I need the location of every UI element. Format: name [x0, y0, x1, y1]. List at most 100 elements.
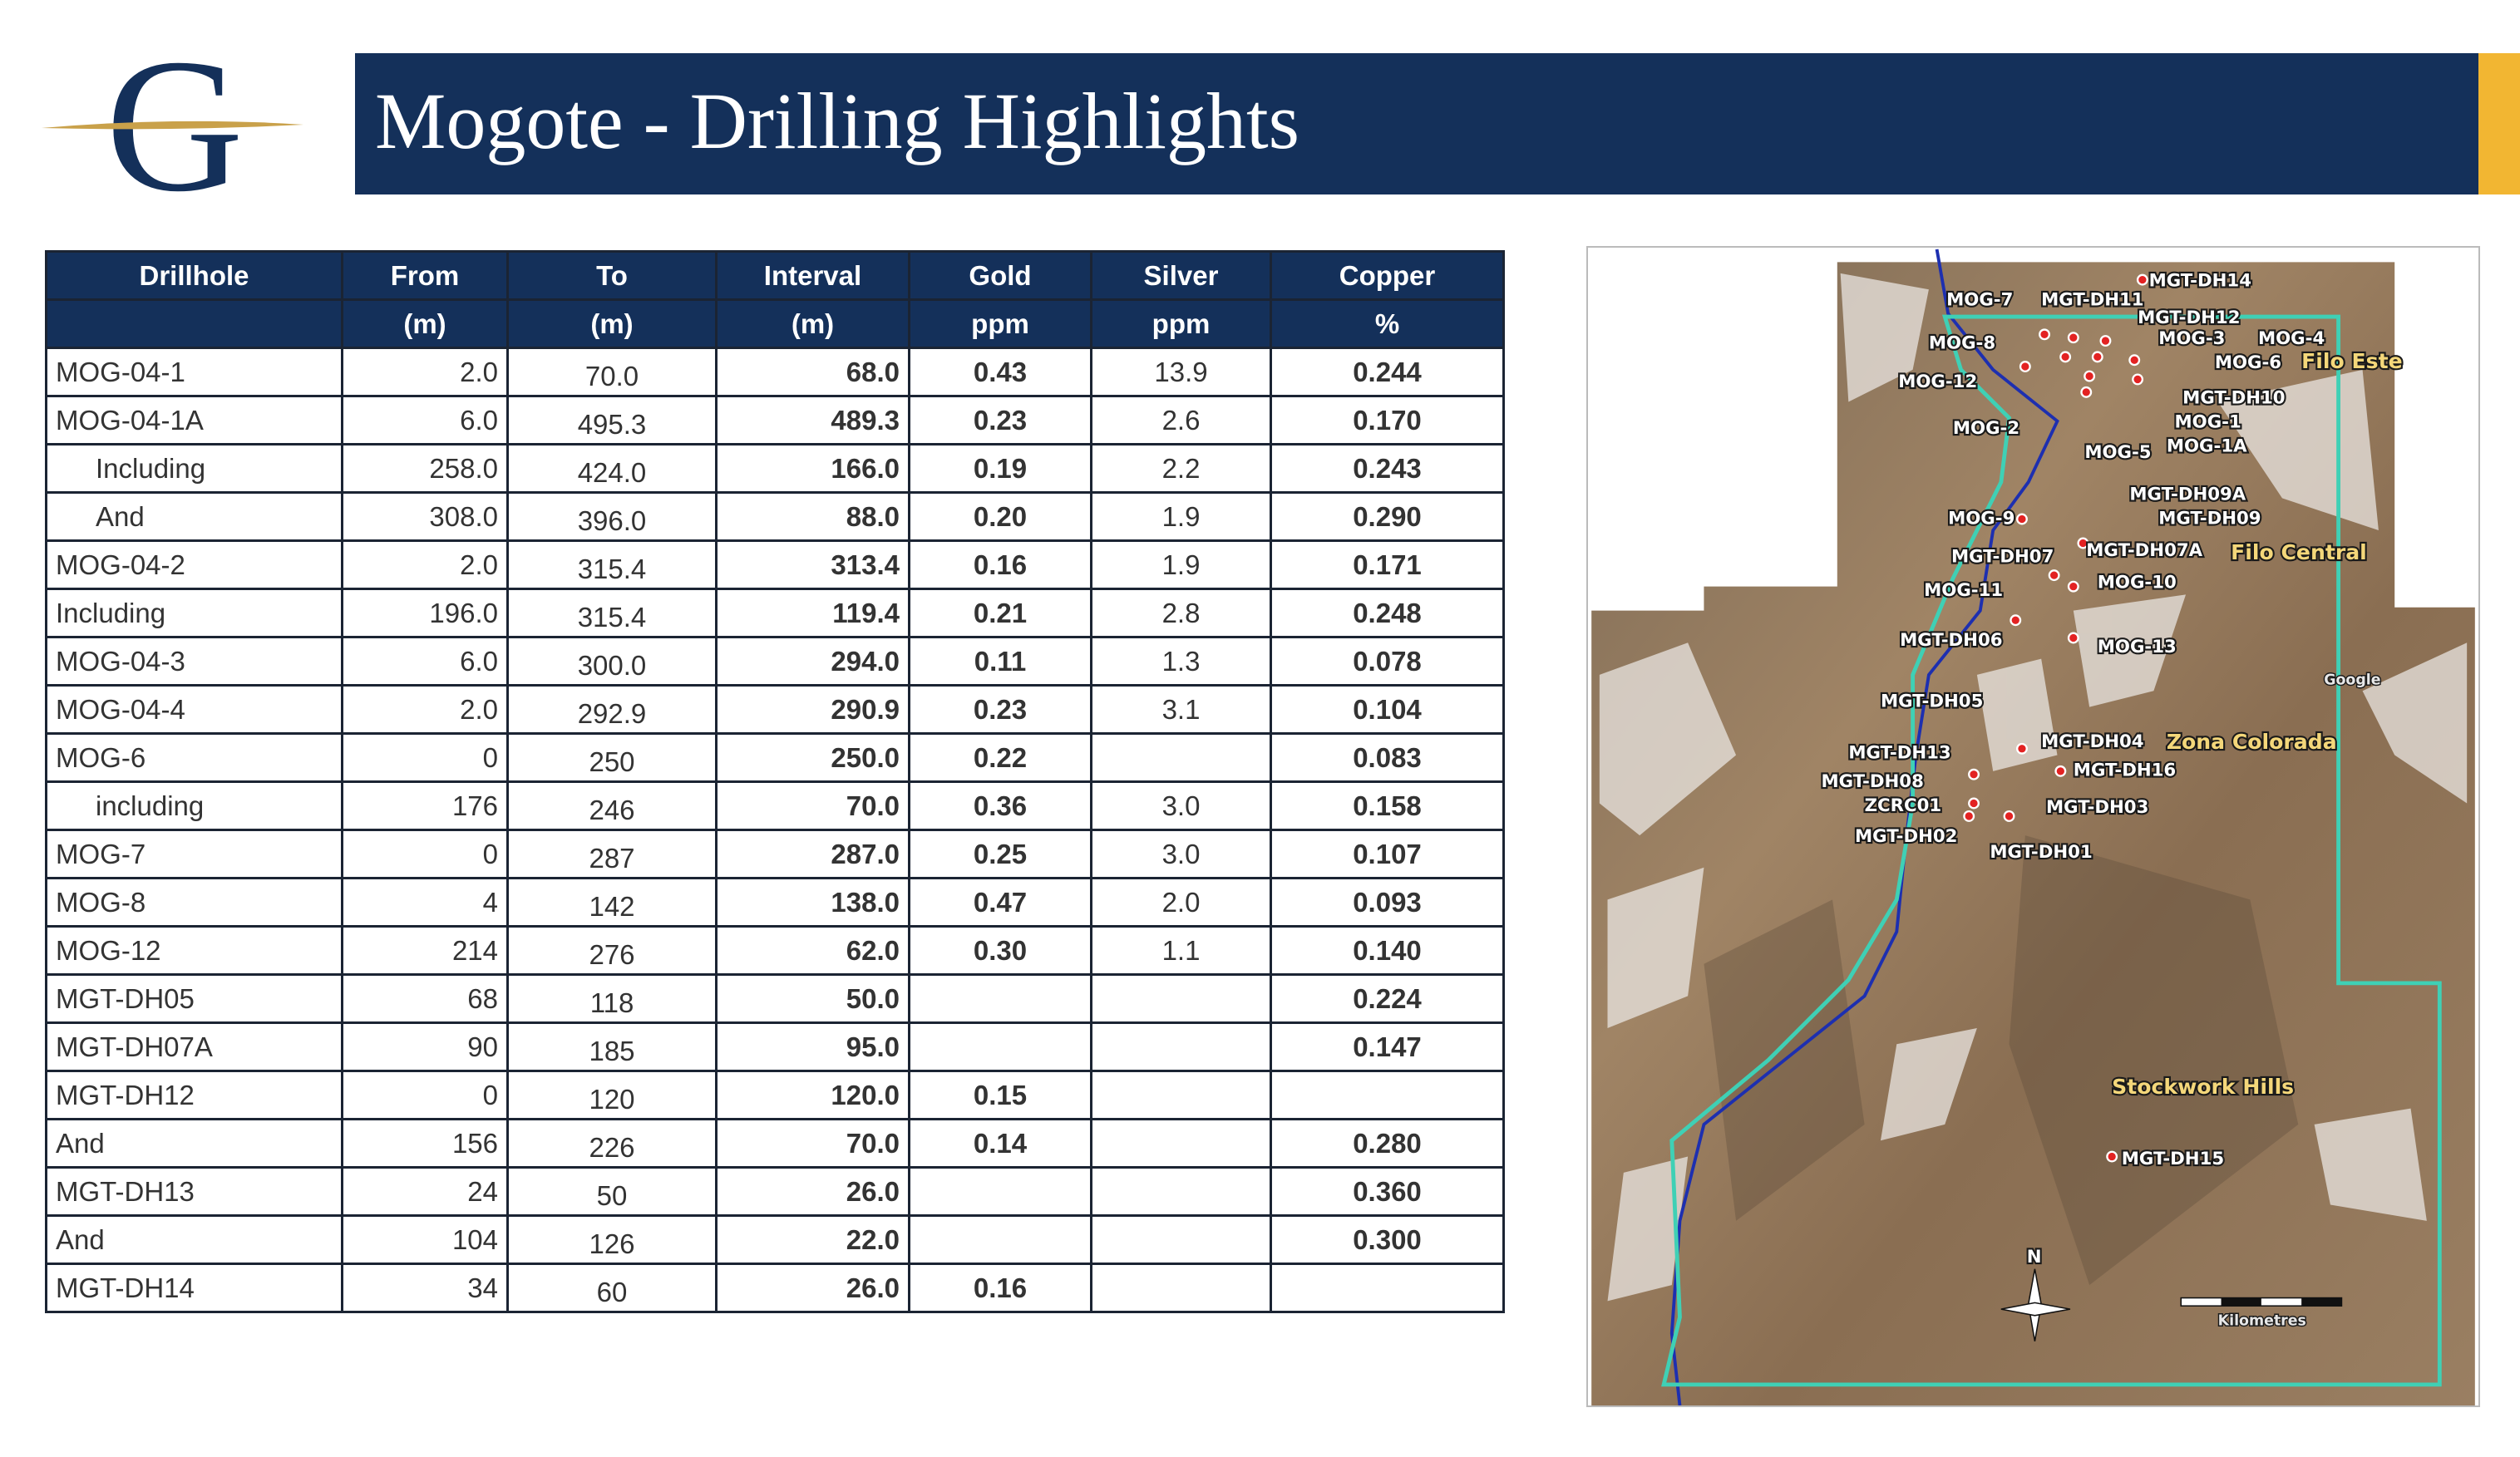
header-cell: Interval: [715, 250, 910, 301]
table-cell: 118: [506, 973, 718, 1024]
map-label: Stockwork Hills: [2112, 1075, 2294, 1099]
accent-strip: [2478, 53, 2520, 194]
table-cell: 62.0: [715, 925, 910, 976]
map-label: MOG-13: [2098, 637, 2177, 657]
header-cell: Silver: [1090, 250, 1272, 301]
table-cell: 2.0: [341, 347, 509, 397]
map-label: MGT-DH09A: [2129, 484, 2246, 505]
map-label: MGT-DH15: [2122, 1149, 2224, 1169]
table-cell: [1090, 1214, 1272, 1265]
table-cell: [1270, 1070, 1505, 1120]
table-row: Including 196.0 315.4 119.4 0.21 2.8 0.248: [45, 588, 1505, 638]
map-label: MGT-DH14: [2149, 270, 2251, 291]
table-cell: 0.107: [1270, 829, 1505, 879]
map-label: MGT-DH10: [2182, 387, 2285, 408]
table-cell: 3.1: [1090, 684, 1272, 735]
river: [1669, 249, 2059, 1405]
table-cell: including: [45, 780, 343, 831]
property-boundary: [1661, 314, 2442, 1387]
map-label: MOG-4: [2258, 328, 2325, 349]
table-cell: Including: [45, 443, 343, 494]
table-cell: 70.0: [506, 347, 718, 397]
table-cell: 50.0: [715, 973, 910, 1024]
map-label: ZCRC01: [1865, 795, 1942, 816]
table-cell: 0.170: [1270, 395, 1505, 445]
table-cell: 60: [506, 1263, 718, 1313]
table-cell: 396.0: [506, 491, 718, 542]
table-row: MOG-04-1A 6.0 495.3 489.3 0.23 2.6 0.170: [45, 395, 1505, 445]
table-cell: [1090, 973, 1272, 1024]
table-cell: 119.4: [715, 588, 910, 638]
table-cell: MOG-6: [45, 732, 343, 783]
table-cell: 214: [341, 925, 509, 976]
table-cell: 0.16: [908, 1263, 1092, 1313]
table-row: MOG-6 0 250 250.0 0.22 0.083: [45, 732, 1505, 783]
table-row: MGT-DH14 34 60 26.0 0.16: [45, 1263, 1505, 1313]
title-bar: Mogote - Drilling Highlights: [355, 53, 2478, 194]
table-cell: 34: [341, 1263, 509, 1313]
table-cell: 0.43: [908, 347, 1092, 397]
table-cell: 0.171: [1270, 539, 1505, 590]
table-row: MOG-7 0 287 287.0 0.25 3.0 0.107: [45, 829, 1505, 879]
map-label: MGT-DH04: [2041, 731, 2143, 752]
table-cell: MOG-04-1A: [45, 395, 343, 445]
table-cell: MGT-DH07A: [45, 1021, 343, 1072]
table-cell: 68.0: [715, 347, 910, 397]
header-row: Drillhole From To Interval Gold Silver Copper: [45, 250, 1505, 301]
table-cell: [908, 1021, 1092, 1072]
header-cell: Gold: [908, 250, 1092, 301]
table-cell: 0.15: [908, 1070, 1092, 1120]
map-label: MOG-1A: [2167, 436, 2247, 456]
table-cell: 70.0: [715, 1118, 910, 1169]
table-cell: 1.9: [1090, 491, 1272, 542]
map-label: Filo Central: [2231, 540, 2367, 564]
drilling-table: Drillhole From To Interval Gold Silver Copper(…: [45, 250, 1505, 1313]
table-cell: 250.0: [715, 732, 910, 783]
table-cell: 0: [341, 1070, 509, 1120]
table-cell: 276: [506, 925, 718, 976]
table-cell: 26.0: [715, 1166, 910, 1217]
table-cell: [1090, 732, 1272, 783]
map-label: MGT-DH16: [2074, 760, 2176, 781]
drill-markers: [1963, 273, 2148, 1163]
table-cell: [1270, 1263, 1505, 1313]
table-cell: And: [45, 491, 343, 542]
table-cell: 4: [341, 877, 509, 928]
map-label: MOG-5: [2084, 442, 2151, 463]
header-cell: ppm: [908, 298, 1092, 349]
header-cell: (m): [715, 298, 910, 349]
table-cell: 156: [341, 1118, 509, 1169]
table-cell: 0.47: [908, 877, 1092, 928]
table-cell: 0.093: [1270, 877, 1505, 928]
table-cell: 3.0: [1090, 780, 1272, 831]
table-cell: 0.25: [908, 829, 1092, 879]
table-cell: 300.0: [506, 636, 718, 687]
table-row: including 176 246 70.0 0.36 3.0 0.158: [45, 780, 1505, 831]
table-cell: 6.0: [341, 636, 509, 687]
header-cell: (m): [506, 298, 718, 349]
table-cell: 176: [341, 780, 509, 831]
map-label: Filo Este: [2301, 349, 2403, 373]
table-cell: 287.0: [715, 829, 910, 879]
table-cell: 0.248: [1270, 588, 1505, 638]
table-cell: 0.36: [908, 780, 1092, 831]
table-cell: 3.0: [1090, 829, 1272, 879]
table-cell: 24: [341, 1166, 509, 1217]
map-label: MGT-DH07: [1951, 547, 2054, 568]
table-cell: 0.14: [908, 1118, 1092, 1169]
table-cell: MOG-7: [45, 829, 343, 879]
table-cell: 2.0: [341, 539, 509, 590]
table-row: MGT-DH05 68 118 50.0 0.224: [45, 973, 1505, 1024]
table-cell: 0.360: [1270, 1166, 1505, 1217]
table-cell: 26.0: [715, 1263, 910, 1313]
table-cell: 1.1: [1090, 925, 1272, 976]
map-label: N: [2027, 1247, 2042, 1267]
map-label: MGT-DH12: [2138, 308, 2240, 328]
header-cell: [45, 298, 343, 349]
table-cell: 0.22: [908, 732, 1092, 783]
header-cell: Copper: [1270, 250, 1505, 301]
table-cell: 315.4: [506, 539, 718, 590]
table-cell: 287: [506, 829, 718, 879]
